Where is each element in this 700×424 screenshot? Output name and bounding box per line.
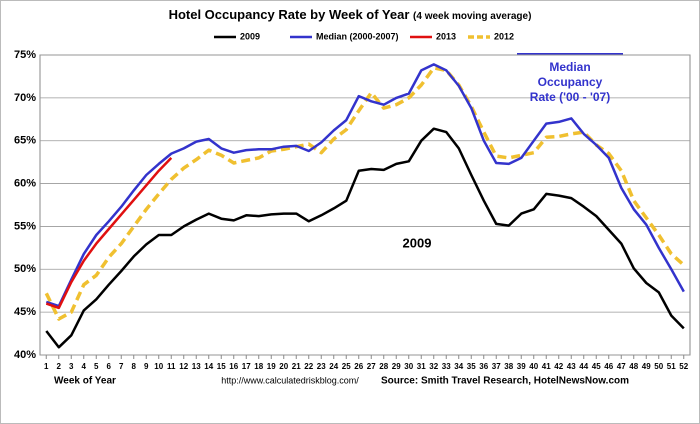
legend-label: Median (2000-2007)	[316, 31, 399, 41]
annotation-text: 2009	[403, 235, 432, 250]
series-line	[45, 157, 173, 310]
legend-label: 2012	[494, 31, 514, 41]
x-tick-label: 8	[132, 362, 137, 371]
x-tick-label: 43	[567, 362, 576, 371]
footer-url: http://www.calculatedriskblog.com/	[221, 375, 359, 385]
series-line	[45, 63, 685, 308]
x-tick-label: 23	[317, 362, 326, 371]
x-tick-label: 41	[542, 362, 551, 371]
annotation-text: Median	[549, 60, 590, 74]
x-tick-label: 1	[44, 362, 49, 371]
x-tick-label: 7	[119, 362, 124, 371]
x-tick-label: 5	[94, 362, 99, 371]
x-tick-label: 20	[279, 362, 288, 371]
x-tick-label: 49	[642, 362, 651, 371]
x-tick-label: 24	[329, 362, 338, 371]
y-tick-label: 70%	[14, 92, 36, 104]
annotation-text: Rate ('00 - '07)	[530, 90, 610, 104]
title: Hotel Occupancy Rate by Week of Year	[169, 7, 410, 22]
y-tick-label: 50%	[14, 263, 36, 275]
subtitle: (4 week moving average)	[413, 11, 531, 22]
x-tick-label: 44	[579, 362, 588, 371]
x-tick-label: 35	[467, 362, 476, 371]
x-tick-label: 21	[292, 362, 301, 371]
footer-source: Source: Smith Travel Research, HotelNews…	[381, 376, 629, 387]
x-tick-label: 3	[69, 362, 74, 371]
annotation-text: Occupancy	[538, 75, 603, 89]
x-tick-label: 6	[107, 362, 112, 371]
x-tick-label: 29	[392, 362, 401, 371]
x-tick-label: 37	[492, 362, 501, 371]
x-tick-label: 27	[367, 362, 376, 371]
chart-title: Hotel Occupancy Rate by Week of Year (4 …	[169, 7, 532, 22]
y-tick-label: 65%	[14, 135, 36, 147]
x-tick-label: 19	[267, 362, 276, 371]
x-tick-label: 18	[254, 362, 263, 371]
x-tick-label: 52	[679, 362, 688, 371]
y-tick-label: 60%	[14, 177, 36, 189]
x-tick-label: 31	[417, 362, 426, 371]
x-tick-label: 32	[429, 362, 438, 371]
x-tick-label: 28	[379, 362, 388, 371]
x-tick-label: 2	[57, 362, 62, 371]
series-line	[45, 127, 685, 349]
x-tick-label: 48	[629, 362, 638, 371]
x-tick-label: 22	[304, 362, 313, 371]
x-tick-label: 51	[667, 362, 676, 371]
x-tick-label: 33	[442, 362, 451, 371]
x-tick-label: 45	[592, 362, 601, 371]
x-tick-label: 39	[517, 362, 526, 371]
x-tick-label: 34	[454, 362, 463, 371]
y-tick-label: 55%	[14, 220, 36, 232]
x-tick-label: 12	[179, 362, 188, 371]
series-line	[44, 66, 685, 321]
x-tick-label: 11	[167, 362, 176, 371]
x-tick-label: 14	[204, 362, 213, 371]
x-tick-label: 50	[654, 362, 663, 371]
y-tick-label: 75%	[14, 49, 36, 61]
x-tick-label: 13	[192, 362, 201, 371]
legend-label: 2009	[240, 31, 260, 41]
x-tick-label: 40	[529, 362, 538, 371]
x-tick-label: 16	[229, 362, 238, 371]
y-tick-label: 40%	[14, 349, 36, 361]
x-tick-label: 9	[144, 362, 149, 371]
x-tick-label: 10	[154, 362, 163, 371]
x-tick-label: 4	[82, 362, 87, 371]
x-tick-label: 46	[604, 362, 613, 371]
x-tick-label: 36	[479, 362, 488, 371]
x-tick-label: 30	[404, 362, 413, 371]
x-tick-label: 38	[504, 362, 513, 371]
x-tick-label: 17	[242, 362, 251, 371]
x-axis-label: Week of Year	[54, 376, 116, 387]
x-tick-label: 42	[554, 362, 563, 371]
x-tick-label: 26	[354, 362, 363, 371]
x-tick-label: 15	[217, 362, 226, 371]
y-tick-label: 45%	[14, 306, 36, 318]
legend-label: 2013	[436, 31, 456, 41]
x-tick-label: 47	[617, 362, 626, 371]
x-tick-label: 25	[342, 362, 351, 371]
